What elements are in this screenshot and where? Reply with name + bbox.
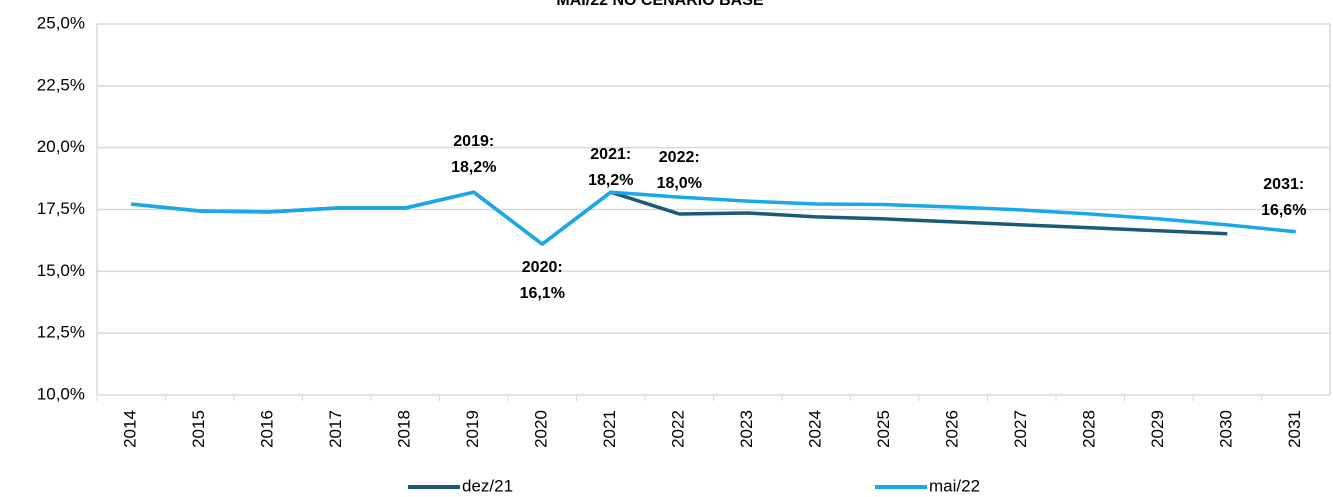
y-tick-label: 17,5% (37, 199, 85, 218)
annotation: 2019: (453, 133, 494, 150)
x-tick-label: 2026 (943, 410, 962, 448)
annotation: 2022: (659, 149, 700, 166)
x-tick-label: 2028 (1080, 410, 1099, 448)
y-tick-label: 25,0% (37, 13, 85, 32)
x-tick-label: 2029 (1148, 410, 1167, 448)
x-tick-label: 2016 (258, 410, 277, 448)
x-tick-label: 2023 (737, 410, 756, 448)
legend-label: dez/21 (462, 476, 513, 495)
annotation: 18,2% (451, 159, 496, 176)
y-tick-label: 20,0% (37, 137, 85, 156)
annotation: 16,6% (1261, 202, 1306, 219)
x-tick-label: 2027 (1011, 410, 1030, 448)
annotation: 16,1% (520, 285, 565, 302)
x-tick-label: 2030 (1217, 410, 1236, 448)
chart-title: MAI/22 NO CENÁRIO BASE (556, 0, 763, 9)
x-tick-label: 2015 (189, 410, 208, 448)
x-tick-label: 2021 (600, 410, 619, 448)
x-tick-label: 2017 (326, 410, 345, 448)
x-tick-label: 2019 (463, 410, 482, 448)
series-line (131, 190, 1228, 246)
y-tick-label: 10,0% (37, 384, 85, 403)
annotation: 18,0% (657, 175, 702, 192)
x-tick-label: 2020 (532, 410, 551, 448)
y-tick-label: 15,0% (37, 261, 85, 280)
annotation: 2020: (522, 259, 563, 276)
y-tick-label: 12,5% (37, 323, 85, 342)
y-tick-label: 22,5% (37, 75, 85, 94)
annotation: 2021: (590, 146, 631, 163)
series-line (131, 190, 1296, 246)
x-tick-label: 2025 (874, 410, 893, 448)
x-tick-label: 2022 (669, 410, 688, 448)
annotation: 2031: (1263, 176, 1304, 193)
x-tick-label: 2014 (121, 410, 140, 448)
annotation: 18,2% (588, 172, 633, 189)
x-tick-label: 2018 (395, 410, 414, 448)
x-tick-label: 2024 (806, 410, 825, 448)
legend-label: mai/22 (929, 476, 980, 495)
x-tick-label: 2031 (1285, 410, 1304, 448)
